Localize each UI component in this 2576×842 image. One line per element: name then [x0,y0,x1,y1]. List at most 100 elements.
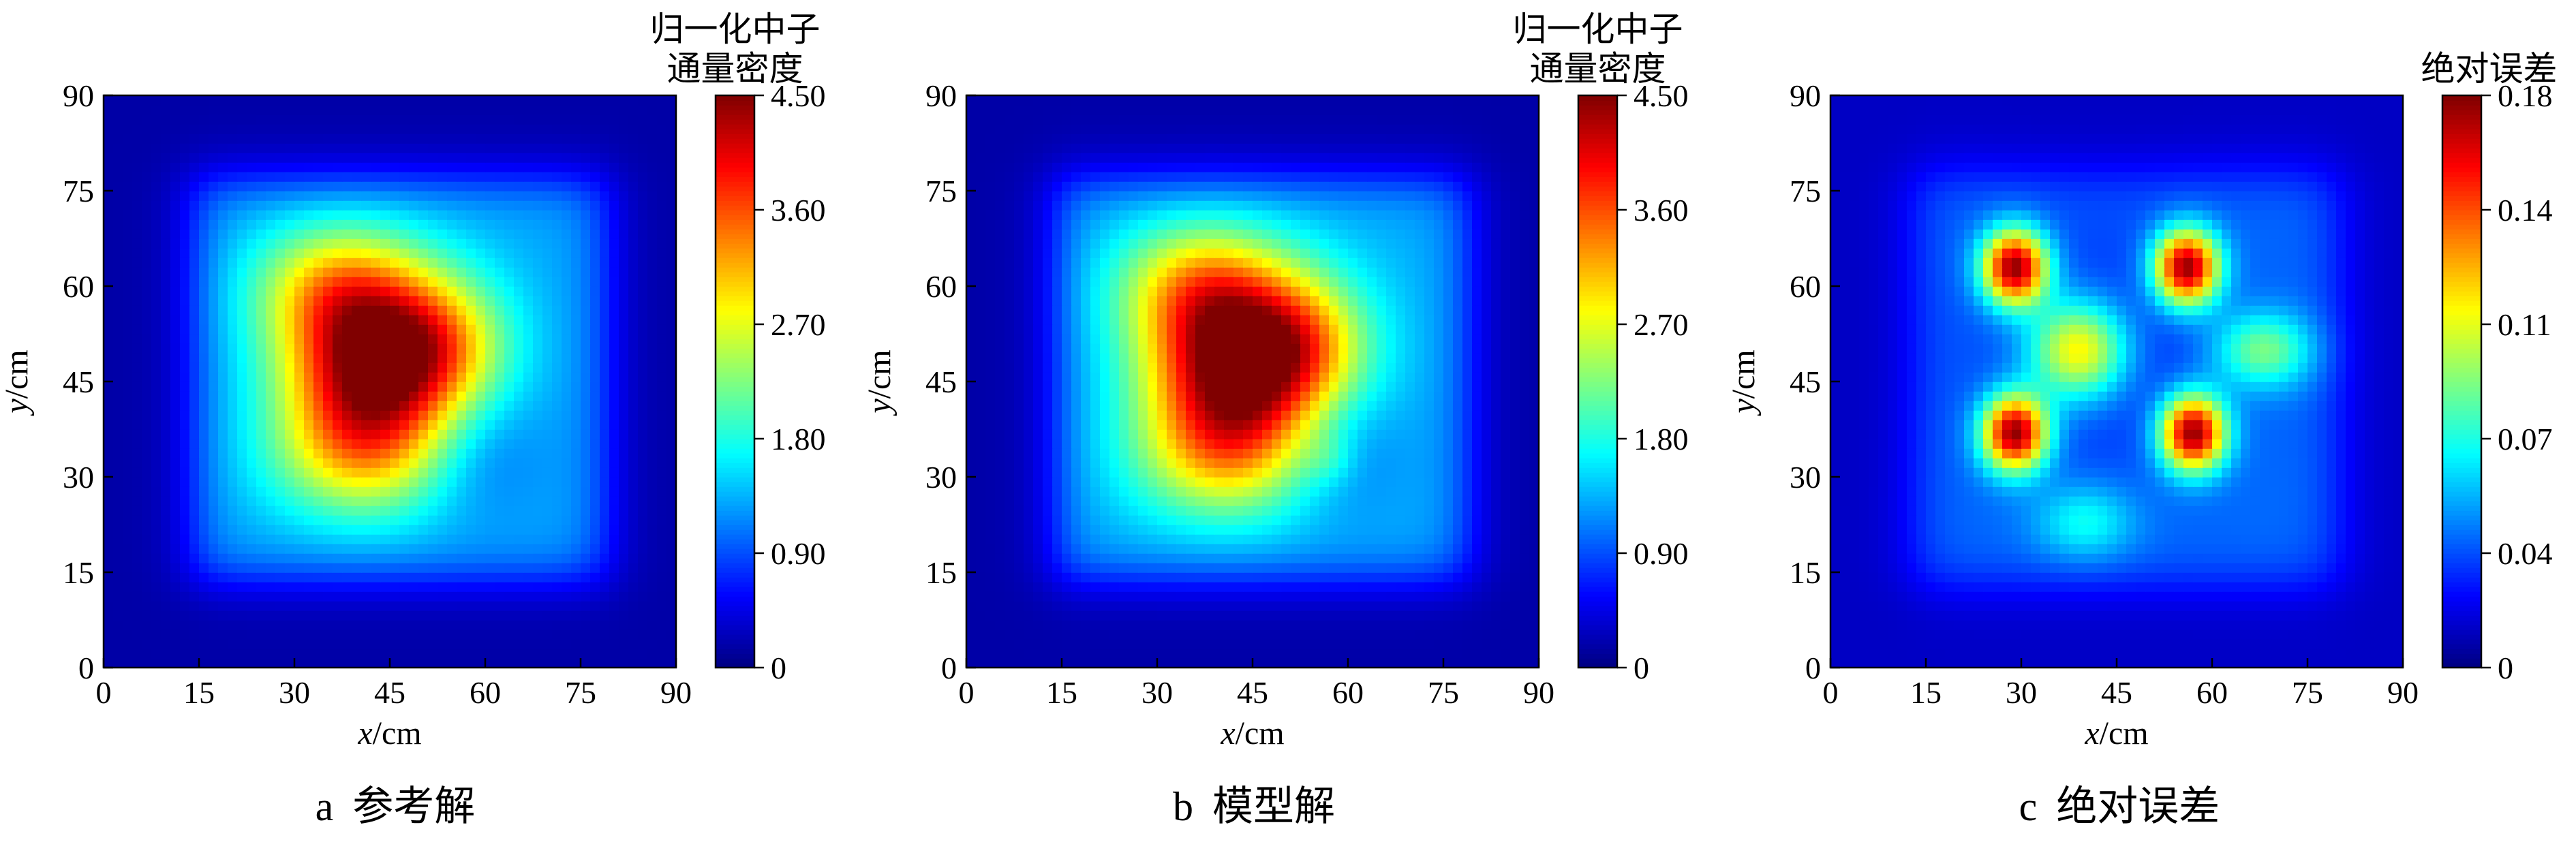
heatmap-cell [1214,544,1225,554]
heatmap-cell [666,362,677,373]
heatmap-cell [161,238,171,249]
heatmap-cell [161,315,171,325]
heatmap-cell [666,277,677,287]
heatmap-cell [1501,486,1511,497]
heatmap-cell [447,639,457,649]
heatmap-cell [323,95,333,106]
heatmap-cell [380,181,390,191]
heatmap-cell [552,515,562,525]
heatmap-cell [304,553,314,563]
heatmap-cell [1081,610,1091,621]
heatmap-cell [485,238,495,249]
heatmap-cell [447,334,457,344]
heatmap-cell [504,401,515,411]
heatmap-cell [228,267,238,277]
heatmap-cell [476,505,486,516]
heatmap-cell [418,315,429,325]
heatmap-cell [1176,639,1186,649]
heatmap-cell [123,181,133,191]
heatmap-cell [619,172,629,182]
heatmap-cell [285,572,295,582]
heatmap-cell [189,563,200,573]
heatmap-cell [1138,544,1148,554]
heatmap-cell [1071,515,1082,525]
heatmap-cell [1081,467,1091,478]
heatmap-cell [666,134,677,144]
heatmap-cell [466,343,476,354]
heatmap-cell [399,162,410,172]
heatmap-cell [1462,572,1473,582]
heatmap-cell [552,248,562,258]
heatmap-cell [399,544,410,554]
heatmap-cell [123,486,133,497]
heatmap-cell [657,210,667,220]
heatmap-cell [1081,525,1091,535]
heatmap-cell [342,658,352,668]
heatmap-cell [485,649,495,659]
heatmap-cell [228,429,238,439]
heatmap-cell [476,238,486,249]
heatmap-cell [438,563,448,573]
heatmap-cell [380,134,390,144]
heatmap-cell [218,258,228,268]
heatmap-cell [476,372,486,382]
heatmap-cell [275,296,286,306]
heatmap-cell [237,95,247,106]
heatmap-cell [1491,610,1501,621]
heatmap-cell [1329,582,1339,592]
heatmap-cell [1510,601,1520,611]
heatmap-cell [638,420,648,430]
heatmap-cell [581,277,591,287]
heatmap-cell [438,496,448,506]
heatmap-cell [247,229,257,239]
heatmap-cell [542,315,553,325]
heatmap-cell [304,258,314,268]
heatmap-cell [390,448,400,458]
heatmap-cell [1243,563,1253,573]
heatmap-cell [438,639,448,649]
heatmap-cell [151,324,162,334]
heatmap-cell [628,353,639,363]
heatmap-cell [1443,505,1454,516]
heatmap-cell [304,429,314,439]
heatmap-cell [523,362,534,373]
heatmap-cell [466,601,476,611]
heatmap-cell [247,448,257,458]
heatmap-cell [189,381,200,392]
heatmap-cell [123,649,133,659]
heatmap-cell [552,95,562,106]
heatmap-cell [409,219,419,230]
heatmap-cell [352,467,362,478]
heatmap-cell [628,219,639,230]
heatmap-cell [237,181,247,191]
heatmap-cell [123,267,133,277]
heatmap-cell [1472,525,1482,535]
heatmap-cell [562,219,572,230]
heatmap-cell [1338,620,1349,630]
heatmap-cell [447,277,457,287]
heatmap-cell [209,372,219,382]
heatmap-cell [438,534,448,544]
heatmap-cell [1186,610,1196,621]
heatmap-cell [1224,486,1234,497]
heatmap-cell [199,277,209,287]
heatmap-cell [161,181,171,191]
heatmap-cell [361,134,371,144]
heatmap-cell [142,486,152,497]
heatmap-cell [1443,582,1454,592]
heatmap-cell [304,343,314,354]
heatmap-cell [1472,486,1482,497]
heatmap-cell [1405,658,1415,668]
heatmap-cell [609,401,619,411]
heatmap-cell [189,534,200,544]
heatmap-cell [485,372,495,382]
heatmap-cell [647,591,658,602]
heatmap-cell [409,124,419,134]
heatmap-cell [523,639,534,649]
heatmap-cell [1109,486,1120,497]
heatmap-cell [275,238,286,249]
heatmap-cell [552,496,562,506]
heatmap-cell [237,124,247,134]
heatmap-cell [1348,658,1358,668]
heatmap-cell [1415,515,1425,525]
